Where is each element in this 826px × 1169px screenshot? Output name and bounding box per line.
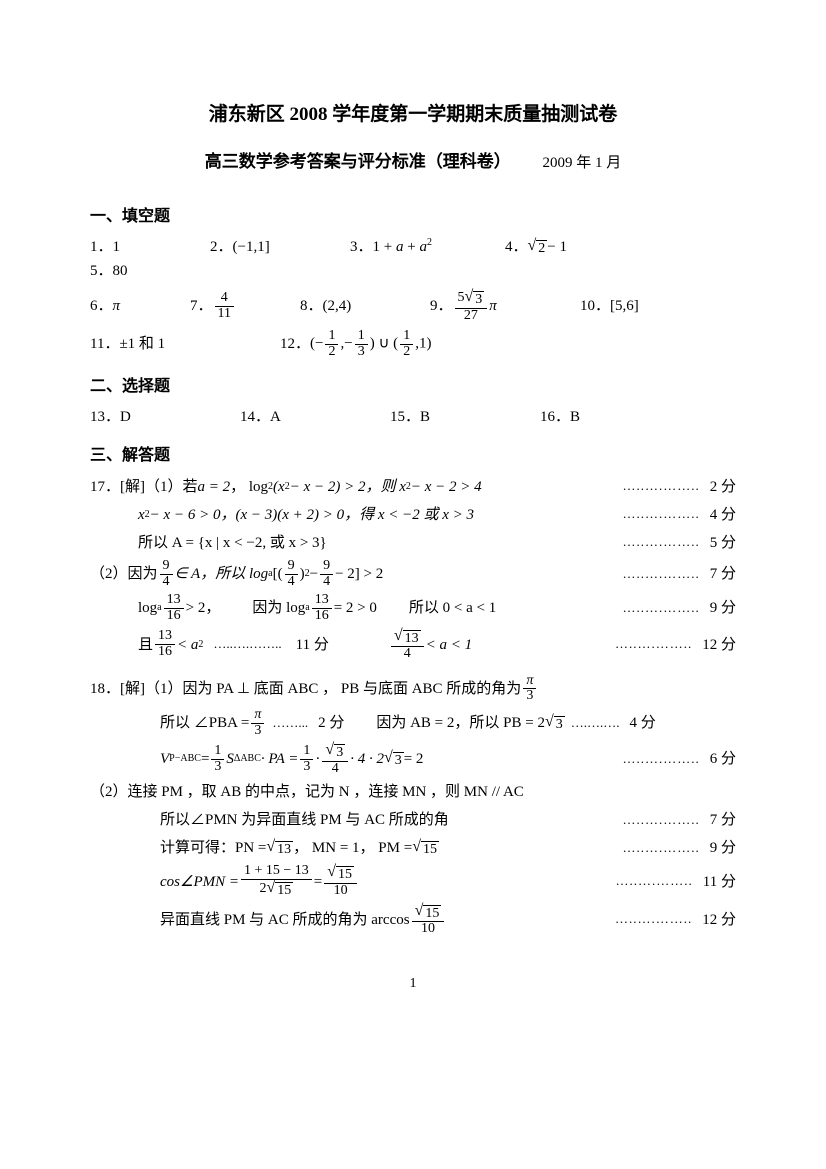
q5-num: 5． (90, 259, 113, 283)
q12-num: 12． (280, 332, 310, 356)
page-number: 1 (90, 973, 736, 995)
q2-ans: (−1,1] (233, 235, 270, 259)
q18-line5: 计算可得：PN = √13 ， MN = 1， PM = √15 …..….……… (90, 836, 736, 860)
section-choice-heading: 二、选择题 (90, 374, 736, 400)
q18-line1: 所以 ∠PBA = π3 ……...2 分 因为 AB = 2，所以 PB = … (90, 708, 736, 738)
q8-ans: (2,4) (323, 294, 352, 318)
q8: 8． (2,4) (300, 294, 430, 318)
q5: 5． 80 (90, 259, 180, 283)
q18-line-head: 18．[解]（1）因为 PA ⊥ 底面 ABC ， PB 与底面 ABC 所成的… (90, 674, 736, 704)
choice-row: 13．D 14．A 15．B 16．B (90, 405, 736, 429)
q3: 3． 1 + a + a2 (350, 235, 505, 259)
main-title: 浦东新区 2008 学年度第一学期期末质量抽测试卷 (90, 100, 736, 130)
q17-line2: x2 − x − 6 > 0，(x − 3)(x + 2) > 0，得 x < … (90, 503, 736, 527)
q18-line4: 所以∠PMN 为异面直线 PM 与 AC 所成的角 …..….……..7 分 (90, 808, 736, 832)
q11-ans: ±1 和 1 (119, 332, 165, 356)
q7: 7． 411 (190, 291, 300, 321)
q2-num: 2． (210, 235, 233, 259)
date: 2009 年 1 月 (542, 155, 621, 171)
q4-tail: − 1 (547, 235, 567, 259)
q7-frac: 411 (215, 291, 234, 321)
q12: 12． (−12,−13) ∪ (12,1) (280, 329, 431, 359)
fill-row-2: 6． π 7． 411 8． (2,4) 9． 5√3 27 π 10． [5,… (90, 289, 736, 323)
q6-ans: π (113, 294, 121, 318)
q18-line6: cos∠PMN = 1 + 15 − 13 2√15 = √15 10 …..…… (90, 864, 736, 898)
q6: 6． π (90, 294, 190, 318)
q17-line4: （2）因为 94 ∈ A，所以 loga [( 94 )2 − 94 − 2] … (90, 559, 736, 589)
q7-num: 7． (190, 294, 213, 318)
q3-num: 3． (350, 235, 373, 259)
q6-num: 6． (90, 294, 113, 318)
subtitle-row: 高三数学参考答案与评分标准（理科卷） 2009 年 1 月 (90, 148, 736, 175)
q1: 1． 1 (90, 235, 210, 259)
q10: 10． [5,6] (580, 294, 639, 318)
fill-row-3: 11． ±1 和 1 12． (−12,−13) ∪ (12,1) (90, 329, 736, 359)
q4-sqrt: √2 (528, 238, 548, 256)
q18-line2: VP−ABC = 13 SΔABC · PA = 13 · √34 · 4 · … (90, 742, 736, 776)
q10-ans: [5,6] (610, 294, 639, 318)
q17-line1: 17．[解]（1）若 a = 2 ， log2 (x2 − x − 2) > 2… (90, 475, 736, 499)
q1-num: 1． (90, 235, 113, 259)
q3-ans: 1 + a + a2 (373, 235, 432, 259)
section-solve-heading: 三、解答题 (90, 443, 736, 469)
q11-num: 11． (90, 332, 119, 356)
q9-tail: π (489, 294, 497, 318)
q16: 16．B (540, 405, 580, 429)
q9-num: 9． (430, 294, 453, 318)
q17-line6: 且 1316 < a2 …..….……..11 分 √134 < a < 1 …… (90, 628, 736, 662)
fill-row-1: 1． 1 2． (−1,1] 3． 1 + a + a2 4． √2 − 1 5… (90, 235, 736, 283)
q14: 14．A (240, 405, 390, 429)
q10-num: 10． (580, 294, 610, 318)
q11: 11． ±1 和 1 (90, 332, 280, 356)
q5-ans: 80 (113, 259, 128, 283)
q9-frac: 5√3 27 (455, 289, 488, 323)
q18-line3: （2）连接 PM ，取 AB 的中点，记为 N ，连接 MN ，则 MN // … (90, 780, 736, 804)
q4: 4． √2 − 1 (505, 235, 665, 259)
q9: 9． 5√3 27 π (430, 289, 580, 323)
section-fill-heading: 一、填空题 (90, 204, 736, 230)
q13: 13．D (90, 405, 240, 429)
exam-page: 浦东新区 2008 学年度第一学期期末质量抽测试卷 高三数学参考答案与评分标准（… (0, 0, 826, 1035)
q18-line7: 异面直线 PM 与 AC 所成的角为 arccos √15 10 …..….……… (90, 903, 736, 937)
q4-num: 4． (505, 235, 528, 259)
q17-line5: loga 1316 > 2， 因为 loga 1316 = 2 > 0 所以 0… (90, 593, 736, 623)
subtitle: 高三数学参考答案与评分标准（理科卷） (205, 152, 511, 171)
q17-line3: 所以 A = {x | x < −2, 或 x > 3} …..….……..5 … (90, 531, 736, 555)
q12-ans: (−12,−13) ∪ (12,1) (310, 329, 431, 359)
q8-num: 8． (300, 294, 323, 318)
q15: 15．B (390, 405, 540, 429)
q1-ans: 1 (113, 235, 121, 259)
q2: 2． (−1,1] (210, 235, 350, 259)
